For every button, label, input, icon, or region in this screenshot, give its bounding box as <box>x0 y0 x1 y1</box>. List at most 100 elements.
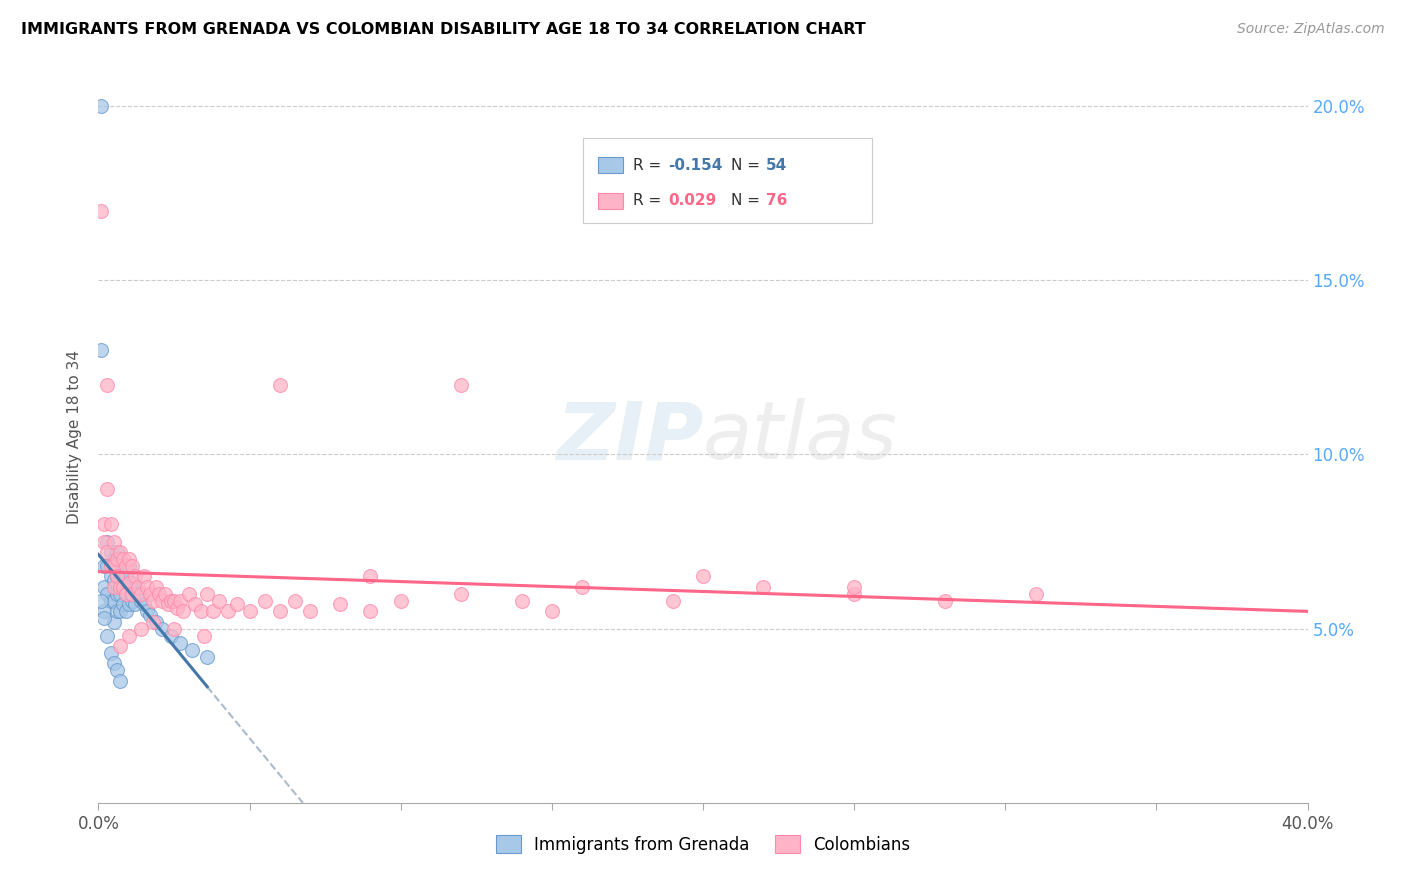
Point <box>195 587 218 601</box>
Point <box>93 558 115 573</box>
Point <box>118 580 141 594</box>
Point <box>124 569 146 583</box>
Point <box>179 587 201 601</box>
Point <box>96 587 118 601</box>
Point <box>129 622 152 636</box>
Point <box>450 587 472 601</box>
Point <box>148 587 170 601</box>
Point <box>269 604 291 618</box>
Point <box>195 649 218 664</box>
Point <box>105 569 128 583</box>
Point <box>90 594 112 608</box>
Point <box>96 534 118 549</box>
Point <box>692 569 714 583</box>
Text: N =: N = <box>731 194 765 208</box>
Point <box>190 604 212 618</box>
Point <box>129 587 152 601</box>
Point <box>389 594 412 608</box>
Point <box>844 587 866 601</box>
Point <box>103 552 125 566</box>
Point <box>661 594 683 608</box>
Point <box>103 657 125 671</box>
Point <box>166 600 188 615</box>
Point <box>172 604 194 618</box>
Point <box>253 594 276 608</box>
Point <box>96 558 118 573</box>
Text: 0.029: 0.029 <box>668 194 716 208</box>
Point <box>269 377 291 392</box>
Point <box>163 622 186 636</box>
Point <box>100 569 122 583</box>
Point <box>105 552 128 566</box>
Point <box>90 203 112 218</box>
Point <box>114 569 136 583</box>
Point <box>121 587 143 601</box>
Legend: Immigrants from Grenada, Colombians: Immigrants from Grenada, Colombians <box>489 829 917 860</box>
Point <box>90 343 112 357</box>
Point <box>450 377 472 392</box>
Point <box>96 483 118 497</box>
Point <box>139 587 162 601</box>
Text: atlas: atlas <box>703 398 898 476</box>
Point <box>118 552 141 566</box>
Point <box>118 597 141 611</box>
Point <box>108 569 131 583</box>
Point <box>93 580 115 594</box>
Point <box>360 604 382 618</box>
Point <box>571 580 593 594</box>
Point <box>103 580 125 594</box>
Point <box>108 545 131 559</box>
Point <box>160 594 183 608</box>
Point <box>239 604 262 618</box>
Point <box>127 580 149 594</box>
Point <box>100 594 122 608</box>
Point <box>114 587 136 601</box>
Point <box>111 597 134 611</box>
Point <box>105 604 128 618</box>
Text: 54: 54 <box>766 158 787 172</box>
Point <box>118 629 141 643</box>
Point <box>103 573 125 587</box>
Point <box>108 580 131 594</box>
Point <box>96 545 118 559</box>
Point <box>103 594 125 608</box>
Point <box>202 604 225 618</box>
Point <box>127 587 149 601</box>
Point <box>184 597 207 611</box>
Point <box>540 604 562 618</box>
Point <box>844 580 866 594</box>
Point <box>145 580 167 594</box>
Point <box>156 597 179 611</box>
Point <box>121 558 143 573</box>
Point <box>1024 587 1046 601</box>
Point <box>93 534 115 549</box>
Point <box>139 607 162 622</box>
Point <box>142 615 165 629</box>
Point <box>100 558 122 573</box>
Point <box>121 594 143 608</box>
Point <box>208 594 231 608</box>
Point <box>934 594 956 608</box>
Point <box>142 594 165 608</box>
Point <box>111 580 134 594</box>
Point <box>103 558 125 573</box>
Point <box>329 597 352 611</box>
Text: Source: ZipAtlas.com: Source: ZipAtlas.com <box>1237 22 1385 37</box>
Point <box>105 587 128 601</box>
Point <box>121 576 143 591</box>
Point <box>93 517 115 532</box>
Point <box>108 673 131 688</box>
Point <box>160 629 183 643</box>
Point <box>108 604 131 618</box>
Point <box>103 615 125 629</box>
Point <box>132 597 155 611</box>
Point <box>105 664 128 678</box>
Point <box>114 604 136 618</box>
Text: R =: R = <box>633 194 666 208</box>
Point <box>124 580 146 594</box>
Point <box>105 545 128 559</box>
Point <box>105 569 128 583</box>
Point <box>90 99 112 113</box>
Point <box>153 587 176 601</box>
Text: R =: R = <box>633 158 666 172</box>
